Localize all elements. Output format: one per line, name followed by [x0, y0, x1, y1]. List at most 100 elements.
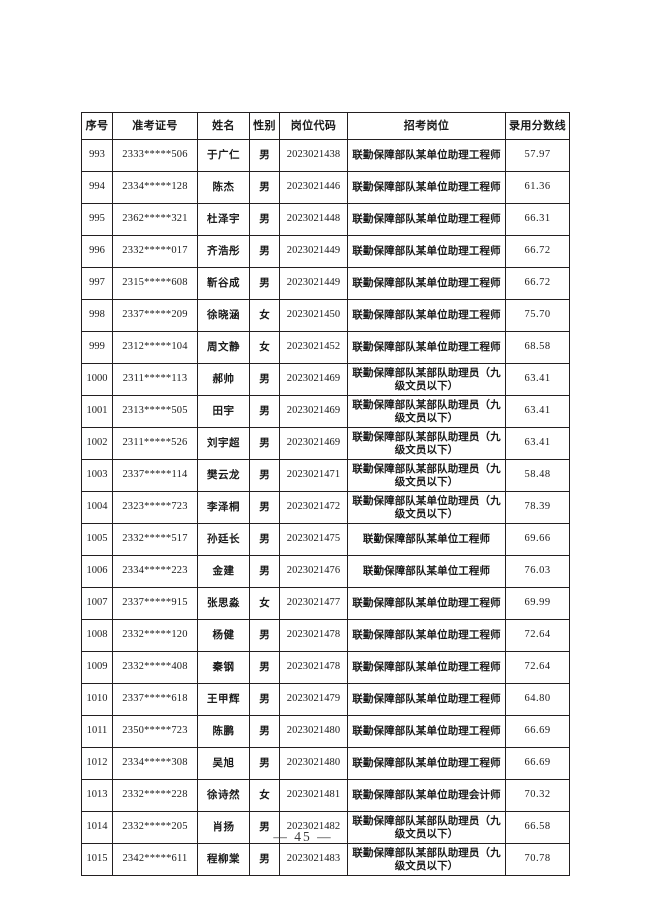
row-cell-post-code: 2023021483	[279, 843, 348, 876]
row-cell-seq: 1010	[81, 683, 113, 716]
table-row: 1014 2332*****205 肖扬男 2023021482 联勤保障部队某部队助理…	[81, 811, 570, 844]
row-cell-name: 陈杰	[197, 171, 250, 204]
folio-number: — 45 —	[273, 829, 333, 844]
row-cell-gender: 男	[249, 651, 280, 684]
row-cell-exam-no: 2337*****915	[112, 587, 198, 620]
row-cell-exam-no: 2337*****618	[112, 683, 198, 716]
table-row: 1006 2334*****223 金建男 2023021476 联勤保障部队某单位工程…	[81, 555, 570, 588]
row-cell-gender: 男	[249, 267, 280, 300]
row-cell-name: 张思淼	[197, 587, 250, 620]
row-cell-score: 61.36	[505, 171, 570, 204]
row-cell-exam-no: 2311*****113	[112, 363, 198, 396]
table-row: 998 2337*****209 徐晓涵女 2023021450 联勤保障部队某单位助理…	[81, 299, 570, 332]
row-cell-gender: 男	[249, 523, 280, 556]
row-cell-gender: 男	[249, 491, 280, 524]
row-cell-name: 王甲辉	[197, 683, 250, 716]
row-cell-post-code: 2023021478	[279, 651, 348, 684]
table-row: 1005 2332*****517 孙廷长男 2023021475 联勤保障部队某单位工…	[81, 523, 570, 556]
row-cell-post-code: 2023021450	[279, 299, 348, 332]
row-cell-name: 金建	[197, 555, 250, 588]
column-header-post: 招考岗位	[347, 112, 506, 140]
row-cell-post-code: 2023021452	[279, 331, 348, 364]
row-cell-post: 联勤保障部队某单位助理工程师	[347, 715, 506, 748]
column-header-gender: 性别	[249, 112, 280, 140]
row-cell-post-code: 2023021469	[279, 363, 348, 396]
row-cell-post-code: 2023021449	[279, 235, 348, 268]
row-cell-seq: 1003	[81, 459, 113, 492]
column-header-score: 录用分数线	[505, 112, 570, 140]
row-cell-score: 70.32	[505, 779, 570, 812]
row-cell-score: 63.41	[505, 395, 570, 428]
row-cell-name: 孙廷长	[197, 523, 250, 556]
row-cell-exam-no: 2332*****408	[112, 651, 198, 684]
page-footer: — 45 —	[0, 828, 650, 846]
row-cell-post: 联勤保障部队某单位助理工程师	[347, 683, 506, 716]
row-cell-score: 72.64	[505, 651, 570, 684]
row-cell-post-code: 2023021448	[279, 203, 348, 236]
row-cell-seq: 1008	[81, 619, 113, 652]
table-row: 995 2362*****321 杜泽宇男 2023021448 联勤保障部队某单位助理…	[81, 203, 570, 236]
table-row: 1000 2311*****113 郝帅男 2023021469 联勤保障部队某部队助理…	[81, 363, 570, 396]
row-cell-name: 杨健	[197, 619, 250, 652]
row-cell-name: 齐浩彤	[197, 235, 250, 268]
row-cell-gender: 男	[249, 139, 280, 172]
row-cell-score: 66.31	[505, 203, 570, 236]
row-cell-post: 联勤保障部队某单位助理工程师	[347, 267, 506, 300]
row-cell-post-code: 2023021472	[279, 491, 348, 524]
roster-table-container: 序号 准考证号 姓名 性别 岗位代码 招考岗位 录用分数线 993 2333***…	[81, 112, 570, 876]
row-cell-name: 程柳棠	[197, 843, 250, 876]
table-row: 1011 2350*****723 陈鹏男 2023021480 联勤保障部队某单位助理…	[81, 715, 570, 748]
row-cell-seq: 996	[81, 235, 113, 268]
table-row: 993 2333*****506 于广仁男 2023021438 联勤保障部队某单位助理…	[81, 139, 570, 172]
row-cell-exam-no: 2332*****517	[112, 523, 198, 556]
row-cell-seq: 1005	[81, 523, 113, 556]
row-cell-exam-no: 2337*****209	[112, 299, 198, 332]
row-cell-gender: 女	[249, 587, 280, 620]
row-cell-post-code: 2023021480	[279, 715, 348, 748]
table-row: 1010 2337*****618 王甲辉男 2023021479 联勤保障部队某单位助…	[81, 683, 570, 716]
row-cell-exam-no: 2350*****723	[112, 715, 198, 748]
roster-table: 序号 准考证号 姓名 性别 岗位代码 招考岗位 录用分数线 993 2333***…	[81, 112, 570, 876]
row-cell-post: 联勤保障部队某部队助理员（九级文员以下）	[347, 427, 506, 460]
row-cell-exam-no: 2323*****723	[112, 491, 198, 524]
row-cell-seq: 1002	[81, 427, 113, 460]
row-cell-seq: 993	[81, 139, 113, 172]
row-cell-post: 联勤保障部队某部队助理员（九级文员以下）	[347, 395, 506, 428]
row-cell-post-code: 2023021477	[279, 587, 348, 620]
table-row: 1009 2332*****408 秦钢男 2023021478 联勤保障部队某单位助理…	[81, 651, 570, 684]
row-cell-post: 联勤保障部队某单位工程师	[347, 555, 506, 588]
row-cell-exam-no: 2332*****228	[112, 779, 198, 812]
row-cell-exam-no: 2334*****223	[112, 555, 198, 588]
row-cell-seq: 994	[81, 171, 113, 204]
table-row: 1015 2342*****611 程柳棠男 2023021483 联勤保障部队某部队助…	[81, 843, 570, 876]
column-header-seq: 序号	[81, 112, 113, 140]
row-cell-seq: 1004	[81, 491, 113, 524]
row-cell-name: 秦钢	[197, 651, 250, 684]
row-cell-score: 63.41	[505, 427, 570, 460]
row-cell-score: 75.70	[505, 299, 570, 332]
row-cell-seq: 1014	[81, 811, 113, 844]
row-cell-score: 57.97	[505, 139, 570, 172]
row-cell-post: 联勤保障部队某单位助理工程师	[347, 203, 506, 236]
row-cell-score: 66.58	[505, 811, 570, 844]
row-cell-gender: 男	[249, 363, 280, 396]
row-cell-seq: 1013	[81, 779, 113, 812]
row-cell-score: 66.69	[505, 747, 570, 780]
table-header: 序号 准考证号 姓名 性别 岗位代码 招考岗位 录用分数线	[81, 112, 570, 140]
row-cell-gender: 女	[249, 779, 280, 812]
row-cell-post-code: 2023021475	[279, 523, 348, 556]
row-cell-exam-no: 2334*****308	[112, 747, 198, 780]
row-cell-name: 徐晓涵	[197, 299, 250, 332]
row-cell-exam-no: 2313*****505	[112, 395, 198, 428]
row-cell-post: 联勤保障部队某部队助理员（九级文员以下）	[347, 811, 506, 844]
row-cell-post-code: 2023021480	[279, 747, 348, 780]
row-cell-seq: 1001	[81, 395, 113, 428]
row-cell-post-code: 2023021482	[279, 811, 348, 844]
row-cell-post: 联勤保障部队某单位助理工程师	[347, 235, 506, 268]
row-cell-name: 李泽桐	[197, 491, 250, 524]
row-cell-exam-no: 2332*****120	[112, 619, 198, 652]
row-cell-name: 陈鹏	[197, 715, 250, 748]
table-row: 1003 2337*****114 樊云龙男 2023021471 联勤保障部队某部队助…	[81, 459, 570, 492]
row-cell-seq: 1000	[81, 363, 113, 396]
row-cell-score: 68.58	[505, 331, 570, 364]
